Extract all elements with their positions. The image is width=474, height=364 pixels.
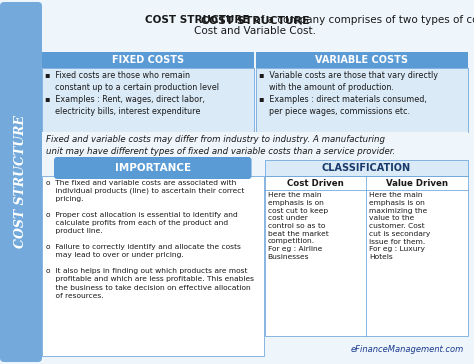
Text: IMPORTANCE: IMPORTANCE <box>115 163 191 173</box>
Text: o  The fixed and variable costs are associated with
    individual products (lin: o The fixed and variable costs are assoc… <box>46 180 254 298</box>
Text: FIXED COSTS: FIXED COSTS <box>112 55 184 65</box>
FancyBboxPatch shape <box>54 157 252 179</box>
Text: ▪  Variable costs are those that vary directly
    with the amount of production: ▪ Variable costs are those that vary dir… <box>259 71 438 116</box>
Bar <box>42 68 254 132</box>
Text: Cost Driven: Cost Driven <box>287 179 344 188</box>
Text: eFinanceManagement.com: eFinanceManagement.com <box>351 345 464 354</box>
Bar <box>42 176 264 356</box>
Text: Here the main
emphasis is on
maximizing the
value to the
customer. Cost
cut is s: Here the main emphasis is on maximizing … <box>369 192 431 260</box>
Bar <box>42 52 254 68</box>
Text: Value Driven: Value Driven <box>386 179 448 188</box>
Bar <box>42 132 468 160</box>
Bar <box>42 6 468 52</box>
Bar <box>256 68 468 132</box>
Text: COST STRUCTURE: COST STRUCTURE <box>15 115 27 249</box>
Bar <box>256 52 468 68</box>
Text: CLASSIFICATION: CLASSIFICATION <box>322 163 411 173</box>
Text: Cost and Variable Cost.: Cost and Variable Cost. <box>194 26 316 36</box>
Text: VARIABLE COSTS: VARIABLE COSTS <box>315 55 408 65</box>
Text: Fixed and variable costs may differ from industry to industry. A manufacturing
u: Fixed and variable costs may differ from… <box>46 135 395 157</box>
Bar <box>264 176 468 336</box>
Text: ▪  Fixed costs are those who remain
    constant up to a certain production leve: ▪ Fixed costs are those who remain const… <box>45 71 219 116</box>
Bar <box>264 160 468 176</box>
Text: of a company comprises of two types of costs- Fixed: of a company comprises of two types of c… <box>251 15 474 25</box>
Text: COST STRUCTURE: COST STRUCTURE <box>146 15 250 25</box>
FancyBboxPatch shape <box>0 2 42 362</box>
Text: COST STRUCTURE: COST STRUCTURE <box>201 16 309 26</box>
Text: Here the main
emphasis is on
cost cut to keep
cost under
control so as to
beat t: Here the main emphasis is on cost cut to… <box>267 192 328 260</box>
